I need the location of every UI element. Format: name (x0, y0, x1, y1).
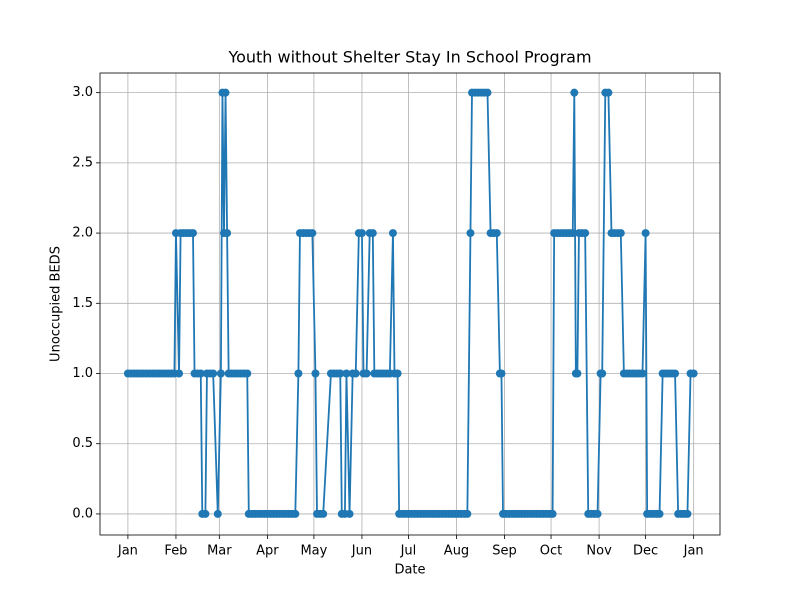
data-point (294, 369, 303, 378)
data-point (570, 88, 579, 97)
data-point (683, 509, 692, 518)
x-tick-label: Jan (117, 544, 138, 559)
y-tick-label: 2.5 (72, 155, 93, 170)
data-point (689, 369, 698, 378)
data-point (319, 509, 328, 518)
data-point (291, 509, 300, 518)
data-point (568, 229, 577, 238)
data-point (223, 229, 232, 238)
data-point (351, 369, 360, 378)
chart-title: Youth without Shelter Stay In School Pro… (227, 48, 591, 67)
data-point (573, 369, 582, 378)
data-point (598, 369, 607, 378)
x-tick-label: Sep (492, 544, 517, 559)
x-tick-label: Jul (400, 544, 417, 559)
x-tick-label: Feb (164, 544, 187, 559)
data-point (213, 509, 222, 518)
data-point (362, 369, 371, 378)
data-point (196, 369, 205, 378)
data-point (497, 369, 506, 378)
x-tick-label: Mar (207, 544, 232, 559)
x-axis-label: Date (394, 563, 425, 578)
data-point (221, 88, 230, 97)
data-point (368, 229, 377, 238)
y-tick-label: 2.0 (72, 226, 93, 241)
data-point (671, 369, 680, 378)
data-point (209, 369, 218, 378)
data-point (483, 88, 492, 97)
data-point (641, 229, 650, 238)
y-tick-label: 0.0 (72, 506, 93, 521)
data-point (655, 509, 664, 518)
data-point (308, 229, 317, 238)
data-point (388, 229, 397, 238)
y-tick-label: 1.5 (72, 296, 93, 311)
x-tick-label: May (300, 544, 327, 559)
y-axis-label: Unoccupied BEDS (49, 246, 64, 362)
data-point (345, 509, 354, 518)
x-tick-label: Aug (444, 544, 469, 559)
plot-frame (99, 72, 721, 536)
data-point (616, 229, 625, 238)
data-point (311, 369, 320, 378)
data-point (216, 369, 225, 378)
data-point (581, 229, 590, 238)
x-tick-label: Jun (351, 544, 372, 559)
data-point (492, 229, 501, 238)
data-point (593, 509, 602, 518)
data-point (342, 369, 351, 378)
x-tick-label: Jan (683, 544, 704, 559)
x-tick-label: Oct (540, 544, 562, 559)
data-point (638, 369, 647, 378)
x-tick-label: Apr (256, 544, 279, 559)
data-point (189, 229, 197, 238)
data-point (393, 369, 402, 378)
y-tick-label: 0.5 (72, 436, 93, 451)
y-tick-label: 3.0 (72, 85, 93, 100)
data-point (243, 369, 252, 378)
x-tick-label: Dec (633, 544, 658, 559)
data-point (466, 229, 475, 238)
data-point (201, 509, 210, 518)
data-point (604, 88, 613, 97)
data-point (336, 369, 345, 378)
x-tick-label: Nov (586, 544, 612, 559)
data-point (463, 509, 472, 518)
data-point (357, 229, 366, 238)
data-point (175, 369, 184, 378)
y-tick-label: 1.0 (72, 366, 93, 381)
data-point (548, 509, 557, 518)
